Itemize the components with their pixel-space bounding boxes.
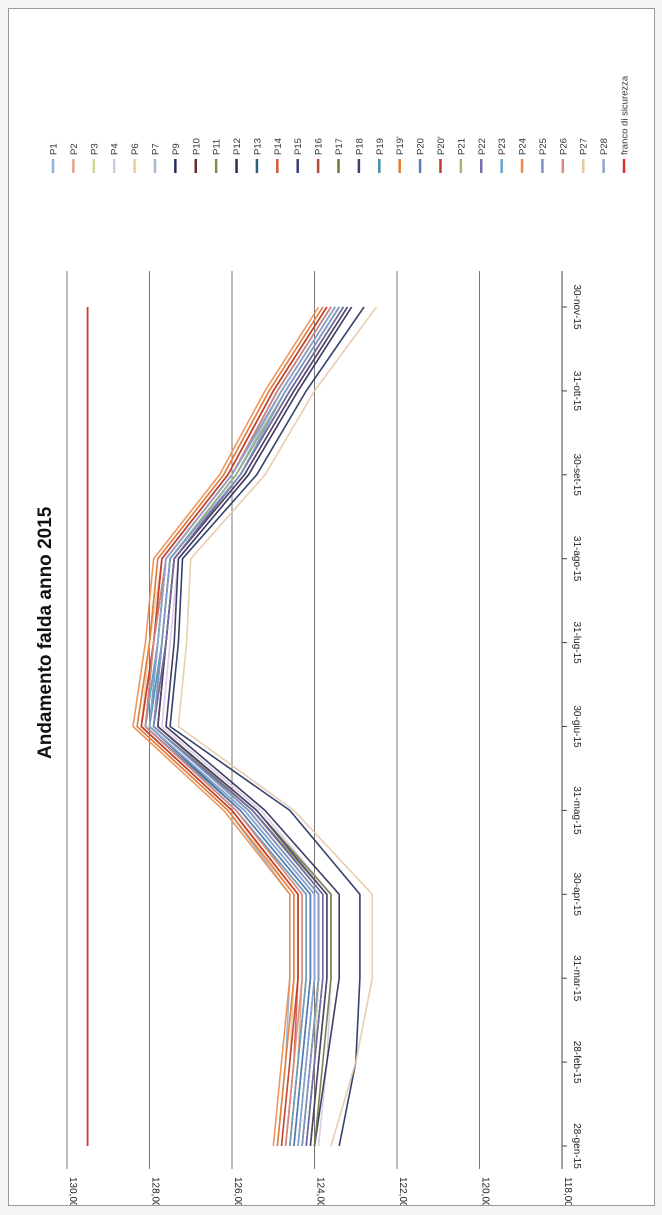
x-tick-label: 28-feb-15 xyxy=(571,1041,582,1084)
legend-label: P25 xyxy=(538,138,549,155)
x-tick-label: 28-gen-15 xyxy=(571,1123,582,1169)
legend-label: P9 xyxy=(171,143,182,155)
series-line xyxy=(140,306,328,1147)
y-tick-label: 128,00 xyxy=(150,1177,161,1205)
series-line xyxy=(144,306,332,1147)
legend-label: P27 xyxy=(579,138,590,155)
series-line xyxy=(144,306,332,1147)
legend-label: P20' xyxy=(436,136,447,155)
series-line xyxy=(157,306,349,1147)
legend-label: P19 xyxy=(375,138,386,155)
series-line xyxy=(136,306,324,1147)
legend-label: P12 xyxy=(232,138,243,155)
chart-page: 130,00 128,00 126,00 124,00 122,00 120,00 118,… xyxy=(8,8,655,1206)
series-line xyxy=(132,306,320,1147)
x-tick-label: 31-lug-15 xyxy=(571,621,582,664)
legend-label: franco di sicurezza xyxy=(620,75,631,155)
y-tick-label: 118,00 xyxy=(562,1177,573,1205)
legend-label: P7 xyxy=(150,143,161,155)
legend-label: P17 xyxy=(334,138,345,155)
y-tick-label: 130,00 xyxy=(67,1177,78,1205)
legend-label: P4 xyxy=(110,143,121,155)
x-tick-label: 30-giu-15 xyxy=(571,705,582,748)
y-axis-ticks: 130,00 128,00 126,00 124,00 122,00 120,00 118,… xyxy=(67,1177,573,1205)
series-line xyxy=(165,306,353,1147)
legend-label: P20 xyxy=(416,138,427,155)
chart-svg: 130,00 128,00 126,00 124,00 122,00 120,00 118,… xyxy=(35,75,631,1205)
series-line xyxy=(169,306,365,1147)
legend-label: P15 xyxy=(293,138,304,155)
series-line xyxy=(148,306,336,1147)
legend-label: P13 xyxy=(252,138,263,155)
gridlines xyxy=(66,271,563,1169)
legend-label: P21 xyxy=(456,138,467,155)
y-tick-label: 126,00 xyxy=(232,1177,243,1205)
series-line xyxy=(177,306,378,1147)
y-tick-label: 122,00 xyxy=(397,1177,408,1205)
series-line xyxy=(144,306,332,1147)
x-axis-ticks: 28-gen-15 28-feb-15 31-mar-15 30-apr-15 31-m… xyxy=(562,284,582,1169)
y-tick-label: 124,00 xyxy=(315,1177,326,1205)
legend-label: P6 xyxy=(130,143,141,155)
series-lines xyxy=(86,306,378,1147)
legend: P1 P2 P3 P4 P6 P7 P9 P10 P11 P12 P13 P14 P15 P16 P17 P1… xyxy=(49,75,631,173)
legend-label: P14 xyxy=(273,138,284,155)
series-line xyxy=(140,306,328,1147)
legend-label: P11 xyxy=(212,139,223,155)
x-tick-label: 31-ott-15 xyxy=(571,371,582,411)
legend-label: P1 xyxy=(49,143,60,155)
legend-label: P18 xyxy=(354,138,365,155)
legend-label: P10 xyxy=(191,138,202,155)
legend-label: P19' xyxy=(395,136,406,155)
series-line xyxy=(144,306,332,1147)
legend-label: P24 xyxy=(518,138,529,155)
x-tick-label: 30-set-15 xyxy=(571,454,582,497)
legend-label: P22 xyxy=(477,138,488,155)
legend-label: P28 xyxy=(599,138,610,155)
x-tick-label: 31-ago-15 xyxy=(571,536,582,582)
x-tick-label: 30-nov-15 xyxy=(571,284,582,329)
legend-label: P2 xyxy=(69,143,80,155)
series-line xyxy=(136,306,324,1147)
legend-label: P26 xyxy=(558,138,569,155)
legend-label: P16 xyxy=(314,138,325,155)
legend-label: P23 xyxy=(497,138,508,155)
x-tick-label: 30-apr-15 xyxy=(571,873,582,917)
chart-title: Andamento falda anno 2015 xyxy=(35,506,56,759)
legend-label: P3 xyxy=(89,143,100,155)
series-line xyxy=(140,306,328,1147)
y-tick-label: 120,00 xyxy=(480,1177,491,1205)
x-tick-label: 31-mar-15 xyxy=(571,955,582,1002)
series-line xyxy=(152,306,340,1147)
x-tick-label: 31-mag-15 xyxy=(571,786,582,835)
